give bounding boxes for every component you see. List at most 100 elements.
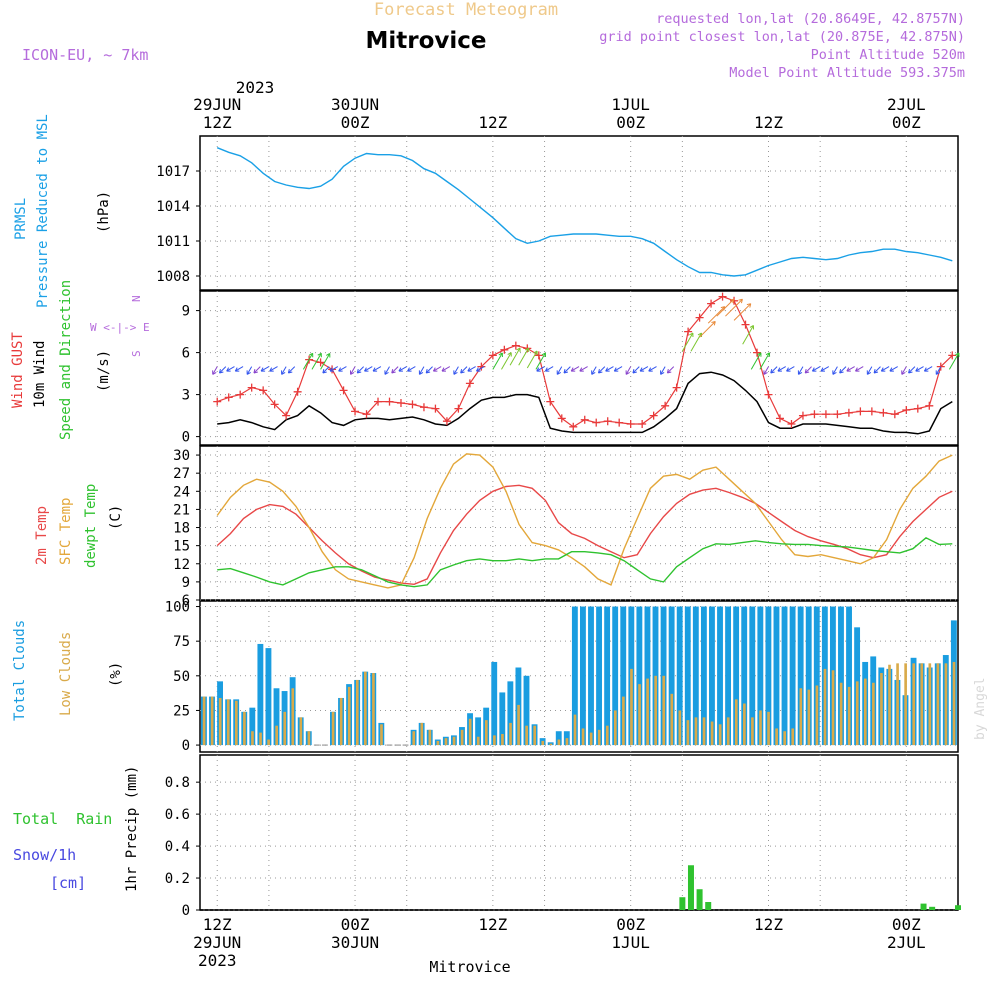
wind-direction-arrow bbox=[750, 352, 762, 370]
gust-marker bbox=[649, 411, 658, 420]
total-cloud-bar bbox=[273, 688, 280, 746]
wind-direction-arrow bbox=[219, 366, 227, 374]
wind-arrow-head bbox=[738, 298, 743, 304]
precip-ytick-label: 0.8 bbox=[165, 775, 190, 791]
wind-arrow-head bbox=[317, 352, 322, 358]
wind-arrow-head bbox=[666, 368, 672, 374]
wind-direction-arrow bbox=[625, 366, 632, 375]
product-title: Forecast Meteogram bbox=[374, 0, 558, 20]
wind-direction-arrow bbox=[648, 366, 657, 372]
wind-arrow-head bbox=[908, 368, 913, 374]
wind-direction-arrow bbox=[770, 366, 778, 374]
compass-s: S bbox=[130, 350, 143, 357]
wind-direction-arrow bbox=[716, 298, 735, 317]
total-cloud-bar bbox=[692, 606, 699, 746]
bottom-date-label: 30JUN bbox=[331, 933, 379, 952]
wind-arrow-head bbox=[453, 370, 458, 375]
wind-direction-arrow bbox=[681, 332, 694, 352]
total-cloud-bar bbox=[789, 606, 796, 746]
wind-arrow-head bbox=[901, 370, 906, 375]
wind-direction-arrow bbox=[579, 366, 588, 372]
low-cloud-bar bbox=[630, 668, 633, 746]
wind-arrow-head bbox=[281, 370, 286, 375]
wind-ytick-label: 0 bbox=[182, 430, 190, 446]
gust-marker bbox=[408, 400, 417, 409]
low-cloud-bar bbox=[710, 721, 714, 746]
low-cloud-bar bbox=[686, 720, 690, 746]
wind-arrow-head bbox=[770, 368, 775, 374]
precip-labels: Total Rain Snow/1h [cm] 1hr Precip (mm) bbox=[13, 766, 140, 892]
top-date-label: 2JUL bbox=[887, 95, 926, 114]
wind-arrow-head bbox=[372, 367, 378, 372]
wind-direction-arrow bbox=[212, 366, 218, 375]
low-cloud-bar bbox=[614, 710, 617, 746]
low-cloud-bar bbox=[605, 725, 609, 746]
low-cloud-bar bbox=[823, 668, 827, 746]
wind-direction-arrow bbox=[855, 366, 864, 372]
gust-marker bbox=[948, 351, 957, 360]
total-cloud-bar bbox=[805, 606, 812, 746]
gust-marker bbox=[615, 418, 624, 427]
wind-arrow-head bbox=[632, 368, 637, 374]
wind-direction-arrow bbox=[556, 366, 563, 375]
wind-direction-arrow bbox=[908, 366, 916, 374]
cloud-labels: Total Clouds Low Clouds (%) bbox=[12, 620, 124, 721]
wind-direction-arrow bbox=[302, 353, 314, 370]
wind-arrow-head bbox=[476, 367, 481, 372]
temp-2m-label: 2m Temp bbox=[34, 506, 50, 565]
rain-bar bbox=[955, 905, 961, 910]
wind-arrow-head bbox=[889, 367, 894, 372]
wind-10m-label: 10m Wind bbox=[32, 341, 48, 408]
low-cloud-bar bbox=[533, 725, 537, 746]
gust-marker bbox=[810, 410, 819, 419]
low-cloud-bar bbox=[678, 710, 682, 746]
wind-arrow-head bbox=[880, 367, 886, 372]
wind-arrow-head bbox=[797, 370, 803, 375]
low-cloud-bar bbox=[557, 739, 561, 746]
low-cloud-bar bbox=[597, 729, 601, 746]
wind-arrow-head bbox=[398, 367, 403, 372]
gust-marker bbox=[557, 414, 566, 423]
wind-direction-arrow bbox=[786, 366, 795, 372]
total-cloud-bar bbox=[668, 606, 675, 746]
wind-arrow-head bbox=[579, 367, 584, 372]
total-cloud-bar bbox=[249, 707, 256, 746]
total-cloud-bar bbox=[620, 606, 627, 746]
wind-direction-arrow bbox=[632, 366, 640, 374]
low-cloud-bar bbox=[791, 728, 795, 746]
low-cloud-bar bbox=[202, 696, 206, 746]
pressure-unit-label: (hPa) bbox=[96, 191, 112, 233]
wind-direction-arrow bbox=[660, 366, 666, 375]
wind-direction-arrow bbox=[639, 366, 649, 372]
gust-marker bbox=[374, 397, 383, 406]
low-cloud-bar bbox=[468, 718, 472, 746]
low-cloud-bar bbox=[880, 673, 883, 746]
low-cloud-bar bbox=[654, 675, 657, 746]
wind-direction-arrow bbox=[536, 366, 545, 372]
pressure-ytick-label: 1008 bbox=[156, 269, 190, 285]
wind-direction-arrow bbox=[866, 366, 873, 375]
wind-ytick-label: 9 bbox=[182, 304, 190, 320]
rain-bar bbox=[920, 903, 927, 910]
wind-arrow-head bbox=[218, 368, 224, 374]
temp-ytick-label: 15 bbox=[173, 539, 190, 555]
precip-ytick-label: 0.2 bbox=[165, 871, 190, 887]
gust-marker bbox=[465, 379, 474, 388]
low-cloud-bar bbox=[831, 670, 835, 746]
low-cloud-bar bbox=[509, 722, 512, 746]
gust-marker bbox=[431, 404, 440, 413]
clouds-ytick-label: 50 bbox=[173, 669, 190, 685]
gust-marker bbox=[236, 390, 245, 399]
wind-arrow-head bbox=[839, 368, 844, 374]
panel-frames bbox=[199, 135, 959, 911]
wind-arrow-head bbox=[287, 368, 293, 374]
wind-arrow-head bbox=[498, 352, 503, 357]
gust-marker bbox=[500, 345, 509, 354]
bottom-hour-label: 12Z bbox=[478, 915, 507, 934]
wind-direction-arrow bbox=[798, 366, 804, 375]
gust-marker bbox=[936, 362, 945, 371]
low-cloud-bar bbox=[525, 725, 528, 746]
gust-marker bbox=[672, 383, 681, 392]
wind-direction-arrow bbox=[372, 366, 382, 372]
total-cloud-bar bbox=[709, 606, 715, 746]
